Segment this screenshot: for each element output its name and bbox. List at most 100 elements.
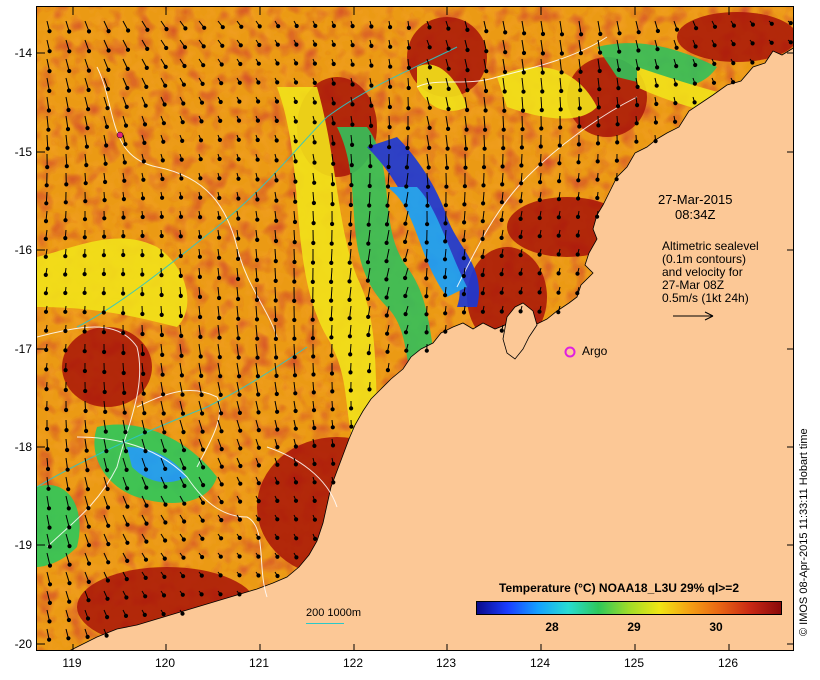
velocity-arrow-head (595, 159, 600, 164)
velocity-arrow (293, 248, 295, 263)
velocity-arrow-head (366, 351, 371, 356)
velocity-arrow-head (329, 353, 334, 358)
velocity-arrow-head (312, 517, 317, 522)
velocity-arrow-head (274, 99, 280, 104)
velocity-arrow-head (63, 348, 68, 353)
velocity-arrow-head (159, 312, 164, 317)
velocity-arrow-head (179, 333, 184, 338)
argo-label: Argo (582, 344, 608, 358)
velocity-arrow-head (480, 291, 485, 296)
velocity-arrow-head (404, 165, 409, 170)
velocity-arrow-head (480, 309, 485, 314)
velocity-arrow-head (499, 328, 504, 333)
velocity-arrow-head (182, 466, 187, 471)
peninsula (502, 302, 538, 360)
velocity-arrow-head (43, 236, 48, 241)
velocity-arrow-head (369, 83, 374, 88)
velocity-arrow-head (218, 554, 223, 559)
axis-ticks (37, 7, 793, 650)
velocity-arrow-head (239, 24, 244, 29)
velocity-arrow-head (66, 487, 71, 492)
velocity-arrow-head (384, 259, 389, 264)
velocity-arrow-head (769, 40, 774, 45)
velocity-arrow (597, 39, 601, 53)
velocity-arrow-head (424, 240, 429, 245)
velocity-arrow-head (67, 544, 72, 549)
velocity-arrow (274, 362, 277, 376)
velocity-arrow-head (182, 519, 187, 524)
velocity-arrow-head (64, 164, 69, 169)
velocity-arrow-head (292, 219, 298, 225)
velocity-arrow-head (366, 314, 371, 319)
velocity-arrow-head (179, 195, 184, 200)
velocity-arrow-head (125, 85, 130, 91)
velocity-arrow-head (254, 257, 260, 263)
velocity-arrow (464, 115, 468, 130)
velocity-arrow-head (595, 141, 601, 146)
velocity-arrow-head (82, 310, 87, 315)
velocity-arrow-head (443, 221, 448, 226)
velocity-arrow-head (181, 101, 186, 106)
velocity-arrow (597, 20, 601, 35)
velocity-arrow-head (180, 411, 186, 416)
velocity-arrow (236, 324, 239, 339)
velocity-arrow-head (102, 349, 107, 355)
velocity-arrow (160, 419, 165, 433)
velocity-arrow-head (145, 46, 150, 52)
velocity-arrow (160, 400, 165, 414)
velocity-arrow-head (82, 272, 87, 277)
velocity-arrow-head (403, 312, 408, 317)
velocity-arrow-head (238, 481, 243, 486)
velocity-arrow-head (444, 165, 450, 170)
velocity-arrow-head (238, 463, 243, 469)
velocity-arrow-head (537, 252, 542, 257)
map-frame[interactable] (36, 6, 794, 651)
velocity-arrow (559, 20, 563, 35)
velocity-arrow-head (44, 201, 49, 206)
velocity-arrow-head (106, 523, 111, 528)
velocity-arrow-head (84, 448, 89, 453)
velocity-arrow-head (124, 595, 129, 600)
velocity-arrow-head (85, 634, 90, 640)
velocity-arrow-head (86, 29, 92, 34)
velocity-arrow-head (218, 99, 223, 105)
lon-tick-label: 126 (717, 656, 739, 670)
lon-tick-label: 122 (342, 656, 364, 670)
velocity-arrow-head (105, 578, 111, 583)
velocity-arrow-head (217, 255, 222, 260)
velocity-arrow-head (85, 487, 91, 492)
velocity-arrow-head (238, 446, 243, 451)
velocity-arrow-head (521, 70, 526, 75)
velocity-arrow-head (313, 42, 318, 47)
velocity-arrow-head (104, 124, 110, 130)
velocity-arrow-head (312, 498, 317, 503)
velocity-arrow-head (503, 50, 508, 55)
velocity-arrow-head (368, 164, 373, 169)
velocity-arrow-head (673, 119, 678, 124)
depth-scale-line (306, 623, 344, 624)
velocity-arrow-head (256, 573, 261, 578)
velocity-arrow-head (180, 592, 185, 597)
velocity-arrow-head (144, 503, 149, 508)
velocity-arrow-head (256, 463, 261, 468)
velocity-arrow-head (217, 137, 222, 142)
velocity-arrow-head (597, 68, 602, 74)
velocity-arrow-head (424, 294, 429, 299)
velocity-arrow-head (499, 253, 504, 258)
velocity-arrow-head (66, 506, 71, 511)
velocity-arrow-head (331, 61, 336, 67)
velocity-arrow (46, 96, 50, 111)
velocity-arrow-head (367, 387, 372, 392)
velocity-arrow-head (163, 538, 168, 543)
velocity-arrow-head (446, 66, 451, 71)
velocity-arrow-head (540, 31, 546, 37)
lat-tick-label: -19 (14, 538, 32, 552)
velocity-arrow-head (480, 219, 485, 224)
velocity-arrow-head (143, 467, 149, 472)
velocity-arrow (179, 400, 184, 414)
velocity-arrow-head (387, 125, 392, 130)
velocity-arrow-head (104, 449, 109, 454)
velocity-arrow-head (311, 390, 316, 395)
velocity-arrow-head (595, 195, 600, 201)
velocity-arrow-head (499, 217, 504, 223)
